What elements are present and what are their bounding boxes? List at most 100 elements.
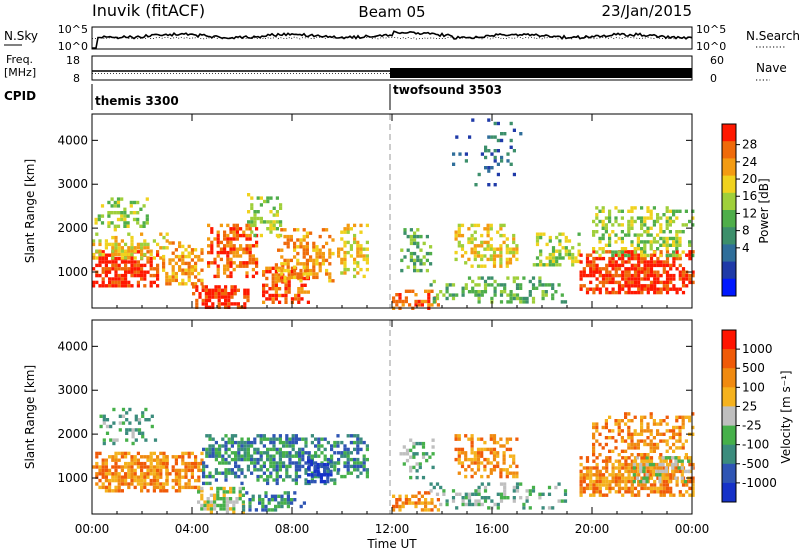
heat-cell-5 (207, 261, 211, 265)
heat-cell-14 (678, 432, 682, 436)
heat-cell-3 (243, 447, 247, 452)
heat-cell-0 (133, 461, 137, 466)
heat-cell-0 (104, 260, 108, 264)
heat-cell-8 (309, 272, 313, 276)
heat-cell-11 (483, 496, 488, 500)
heat-cell-3 (288, 437, 292, 441)
heat-cell-8 (398, 504, 402, 509)
heat-cell-5 (239, 254, 243, 258)
heat-cell-0 (114, 267, 118, 271)
heat-cell-10 (492, 464, 497, 469)
heat-cell-13 (499, 293, 504, 297)
heat-cell-9 (356, 250, 360, 255)
heat-cell-3 (256, 474, 260, 479)
heat-cell-13 (632, 473, 636, 477)
heat-cell-8 (312, 275, 316, 280)
heat-cell-7 (271, 280, 275, 284)
heat-cell-14 (571, 252, 575, 257)
colorbar-swatch (722, 124, 736, 142)
heat-cell-13 (635, 476, 640, 480)
heat-cell-12 (691, 486, 695, 491)
heat-cell-16 (630, 219, 634, 224)
heat-cell-2 (197, 478, 201, 483)
heat-cell-16 (656, 213, 660, 217)
heat-cell-11 (419, 268, 423, 273)
heat-cell-7 (271, 293, 275, 298)
heat-cell-16 (617, 223, 621, 227)
y-tick-label: 4000 (57, 133, 88, 147)
heat-cell-0 (104, 461, 108, 466)
heat-cell-10 (427, 303, 431, 307)
heat-cell-17 (512, 149, 516, 153)
heat-cell-14 (665, 415, 669, 419)
heat-cell-7 (343, 451, 347, 455)
heat-cell-5 (226, 261, 230, 265)
heat-cell-5 (216, 240, 220, 245)
heat-cell-16 (652, 250, 656, 254)
heat-cell-5 (226, 274, 230, 279)
heat-cell-13 (680, 473, 684, 477)
heat-cell-0 (149, 465, 153, 469)
heat-cell-15 (669, 267, 673, 271)
heat-cell-12 (512, 250, 516, 255)
heat-cell-14 (627, 425, 631, 430)
heat-cell-12 (483, 227, 487, 231)
heat-cell-12 (460, 223, 465, 228)
heat-cell-15 (624, 284, 628, 288)
heat-cell-13 (451, 283, 456, 287)
heat-cell-14 (684, 439, 688, 443)
heat-cell-2 (94, 217, 98, 222)
heat-cell-10 (476, 454, 481, 458)
heat-cell-16 (627, 230, 631, 234)
heat-cell-5 (226, 250, 230, 255)
heat-cell-3 (256, 468, 260, 472)
heat-cell-11 (416, 228, 420, 232)
heat-cell-14 (678, 446, 682, 450)
heat-cell-3 (314, 444, 318, 448)
heat-cell-13 (493, 279, 497, 284)
heat-cell-13 (509, 293, 513, 297)
heat-cell-3 (333, 440, 337, 445)
heat-cell-7 (349, 464, 353, 469)
heat-cell-14 (548, 256, 552, 260)
heat-cell-11 (483, 499, 488, 503)
heat-cell-16 (665, 226, 669, 230)
heat-cell-6 (261, 508, 265, 512)
heat-cell-9 (431, 452, 435, 456)
heat-cell-14 (636, 453, 640, 457)
heat-cell-3 (253, 447, 257, 452)
colorbar-swatch (722, 482, 736, 503)
heat-cell-12 (515, 257, 519, 262)
heat-cell-17 (500, 138, 504, 143)
heat-cell-0 (156, 273, 160, 278)
heat-cell-3 (317, 454, 321, 458)
heat-cell-0 (149, 280, 153, 285)
colorbar-tick-label: 25 (742, 399, 757, 413)
heat-cell-7 (287, 276, 291, 281)
heat-cell-11 (487, 506, 491, 510)
heat-cell-1 (104, 246, 108, 250)
heat-cell-0 (104, 489, 108, 493)
heat-cell-5 (238, 497, 242, 501)
heat-cell-12 (499, 261, 503, 265)
heat-cell-15 (601, 284, 606, 288)
heat-cell-1 (121, 407, 126, 412)
heat-cell-6 (274, 504, 278, 509)
heat-cell-11 (422, 262, 426, 266)
heat-cell-0 (146, 465, 150, 469)
heat-cell-10 (464, 434, 468, 438)
cpid-segment-themis: themis 3300 (95, 94, 179, 108)
heat-cell-10 (454, 457, 458, 462)
heat-cell-0 (98, 263, 102, 268)
heat-cell-0 (140, 270, 144, 274)
heat-cell-3 (165, 278, 169, 283)
heat-cell-5 (223, 250, 227, 255)
colorbar-tick-label: 8 (742, 224, 750, 238)
heat-cell-15 (649, 287, 654, 291)
heat-cell-3 (240, 471, 244, 475)
heat-cell-14 (555, 235, 559, 240)
heat-cell-14 (672, 442, 676, 447)
heat-cell-16 (627, 223, 631, 227)
heat-cell-4 (319, 473, 323, 477)
heat-cell-13 (632, 462, 636, 467)
